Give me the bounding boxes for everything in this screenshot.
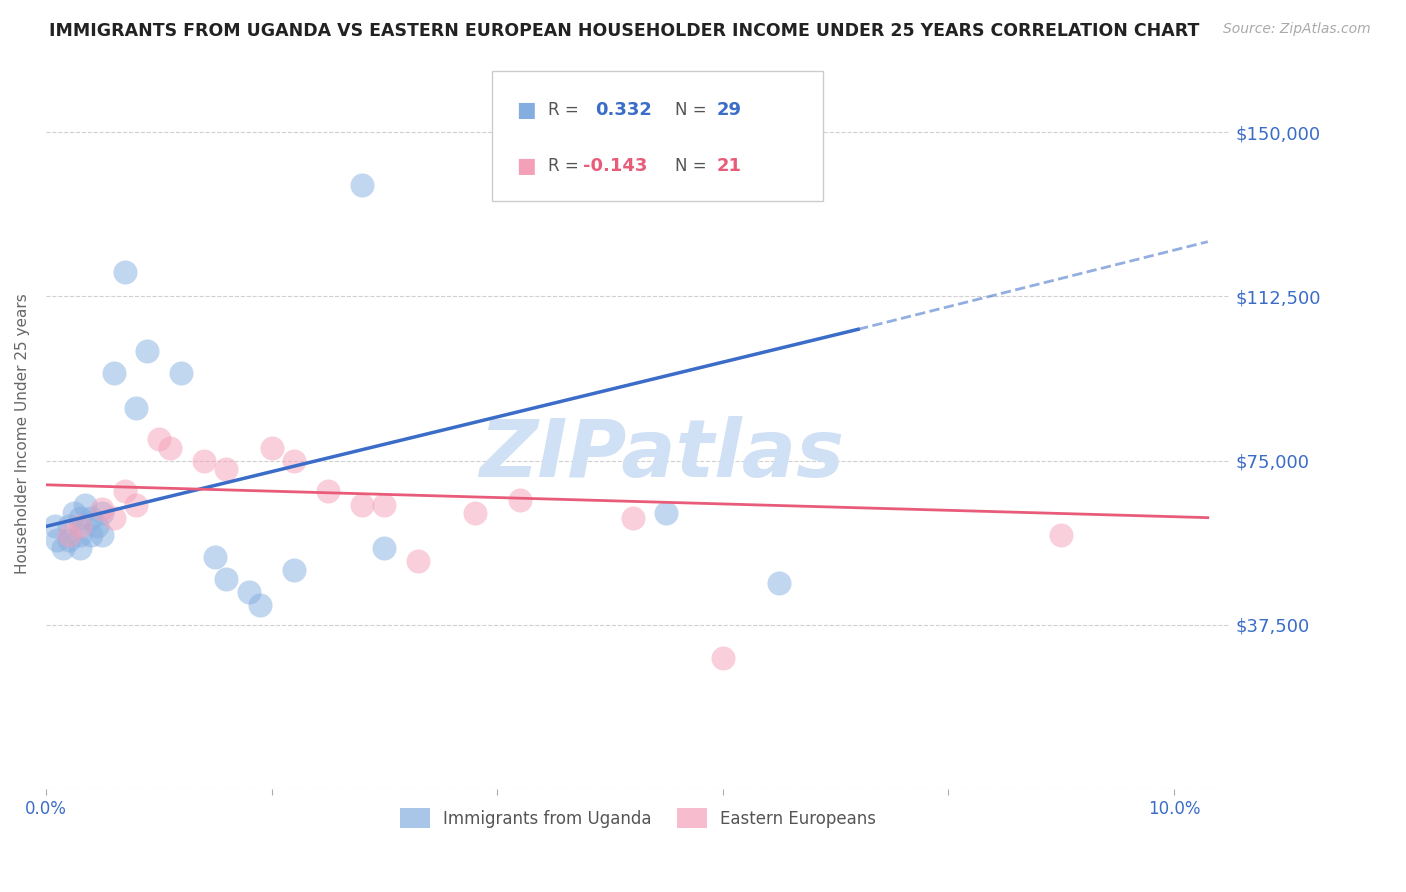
Text: Source: ZipAtlas.com: Source: ZipAtlas.com	[1223, 22, 1371, 37]
Point	[215, 572, 238, 586]
Point	[136, 344, 159, 359]
Point	[63, 506, 86, 520]
Text: R =: R =	[548, 157, 579, 175]
Text: ■: ■	[516, 100, 536, 120]
Point	[621, 510, 644, 524]
Legend: Immigrants from Uganda, Eastern Europeans: Immigrants from Uganda, Eastern European…	[394, 802, 883, 834]
Point	[768, 576, 790, 591]
Point	[283, 453, 305, 467]
Point	[91, 502, 114, 516]
Point	[69, 510, 91, 524]
Text: R =: R =	[548, 101, 579, 119]
Text: IMMIGRANTS FROM UGANDA VS EASTERN EUROPEAN HOUSEHOLDER INCOME UNDER 25 YEARS COR: IMMIGRANTS FROM UGANDA VS EASTERN EUROPE…	[49, 22, 1199, 40]
Point	[350, 498, 373, 512]
Point	[464, 506, 486, 520]
Point	[215, 462, 238, 476]
Point	[58, 528, 80, 542]
Point	[1050, 528, 1073, 542]
Point	[91, 528, 114, 542]
Point	[125, 498, 148, 512]
Y-axis label: Householder Income Under 25 years: Householder Income Under 25 years	[15, 293, 30, 574]
Point	[509, 493, 531, 508]
Text: N =: N =	[675, 157, 706, 175]
Text: ZIPatlas: ZIPatlas	[479, 416, 845, 493]
Point	[46, 533, 69, 547]
Point	[316, 484, 339, 499]
Point	[103, 366, 125, 380]
Point	[114, 484, 136, 499]
Point	[58, 519, 80, 533]
Point	[193, 453, 215, 467]
Point	[86, 519, 108, 533]
Point	[75, 498, 97, 512]
Text: -0.143: -0.143	[583, 157, 648, 175]
Point	[125, 401, 148, 416]
Point	[350, 178, 373, 192]
Point	[80, 510, 103, 524]
Point	[238, 585, 260, 599]
Text: ■: ■	[516, 156, 536, 176]
Point	[249, 599, 271, 613]
Point	[373, 541, 395, 556]
Point	[170, 366, 193, 380]
Point	[52, 541, 75, 556]
Text: 0.332: 0.332	[595, 101, 651, 119]
Point	[91, 506, 114, 520]
Point	[373, 498, 395, 512]
Point	[69, 541, 91, 556]
Point	[44, 519, 66, 533]
Point	[148, 432, 170, 446]
Point	[406, 554, 429, 568]
Point	[114, 265, 136, 279]
Point	[80, 528, 103, 542]
Point	[159, 441, 181, 455]
Point	[103, 510, 125, 524]
Point	[69, 528, 91, 542]
Text: N =: N =	[675, 101, 706, 119]
Point	[69, 519, 91, 533]
Point	[260, 441, 283, 455]
Text: 29: 29	[717, 101, 742, 119]
Text: 21: 21	[717, 157, 742, 175]
Point	[711, 650, 734, 665]
Point	[204, 550, 226, 565]
Point	[655, 506, 678, 520]
Point	[58, 533, 80, 547]
Point	[283, 563, 305, 577]
